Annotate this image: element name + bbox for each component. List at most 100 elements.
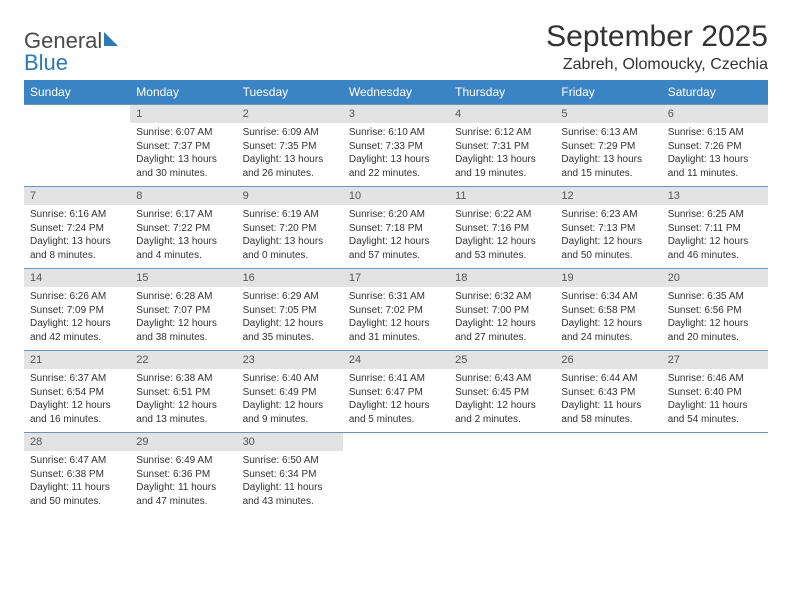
day-number: 20 [662, 269, 768, 287]
day-number: 26 [555, 351, 661, 369]
daylight-line: Daylight: 13 hours [243, 235, 337, 249]
daylight-line: and 27 minutes. [455, 331, 549, 345]
sunrise-line: Sunrise: 6:34 AM [561, 290, 655, 304]
day-number [449, 433, 555, 451]
sunrise-line: Sunrise: 6:20 AM [349, 208, 443, 222]
calendar-cell [24, 104, 130, 186]
daylight-line: and 13 minutes. [136, 413, 230, 427]
daylight-line: Daylight: 11 hours [243, 481, 337, 495]
page-title: September 2025 [546, 20, 768, 54]
day-content: Sunrise: 6:10 AMSunset: 7:33 PMDaylight:… [343, 123, 449, 186]
daylight-line: Daylight: 12 hours [30, 317, 124, 331]
day-content: Sunrise: 6:29 AMSunset: 7:05 PMDaylight:… [237, 287, 343, 350]
daylight-line: and 50 minutes. [30, 495, 124, 509]
day-content: Sunrise: 6:20 AMSunset: 7:18 PMDaylight:… [343, 205, 449, 268]
day-number: 11 [449, 187, 555, 205]
day-number: 30 [237, 433, 343, 451]
day-number: 15 [130, 269, 236, 287]
daylight-line [561, 495, 655, 509]
calendar-cell: 21Sunrise: 6:37 AMSunset: 6:54 PMDayligh… [24, 350, 130, 432]
daylight-line: and 22 minutes. [349, 167, 443, 181]
day-content: Sunrise: 6:28 AMSunset: 7:07 PMDaylight:… [130, 287, 236, 350]
sunrise-line: Sunrise: 6:19 AM [243, 208, 337, 222]
daylight-line: and 53 minutes. [455, 249, 549, 263]
sunrise-line: Sunrise: 6:23 AM [561, 208, 655, 222]
calendar-cell: 12Sunrise: 6:23 AMSunset: 7:13 PMDayligh… [555, 186, 661, 268]
day-number: 3 [343, 105, 449, 123]
daylight-line: Daylight: 12 hours [136, 317, 230, 331]
day-number: 7 [24, 187, 130, 205]
day-number: 22 [130, 351, 236, 369]
daylight-line: Daylight: 12 hours [243, 399, 337, 413]
day-number: 24 [343, 351, 449, 369]
sunset-line: Sunset: 7:33 PM [349, 140, 443, 154]
calendar-table: SundayMondayTuesdayWednesdayThursdayFrid… [24, 80, 768, 514]
day-number: 25 [449, 351, 555, 369]
sunrise-line: Sunrise: 6:16 AM [30, 208, 124, 222]
sunset-line: Sunset: 6:49 PM [243, 386, 337, 400]
daylight-line: and 0 minutes. [243, 249, 337, 263]
daylight-line: Daylight: 12 hours [243, 317, 337, 331]
sunset-line: Sunset: 7:20 PM [243, 222, 337, 236]
calendar-cell: 4Sunrise: 6:12 AMSunset: 7:31 PMDaylight… [449, 104, 555, 186]
sunset-line: Sunset: 7:16 PM [455, 222, 549, 236]
day-content: Sunrise: 6:26 AMSunset: 7:09 PMDaylight:… [24, 287, 130, 350]
day-content: Sunrise: 6:16 AMSunset: 7:24 PMDaylight:… [24, 205, 130, 268]
sunset-line: Sunset: 6:36 PM [136, 468, 230, 482]
sunrise-line: Sunrise: 6:17 AM [136, 208, 230, 222]
day-number: 16 [237, 269, 343, 287]
sunset-line: Sunset: 7:26 PM [668, 140, 762, 154]
daylight-line: Daylight: 12 hours [349, 317, 443, 331]
calendar-cell: 24Sunrise: 6:41 AMSunset: 6:47 PMDayligh… [343, 350, 449, 432]
calendar-cell [662, 432, 768, 514]
sunset-line: Sunset: 6:40 PM [668, 386, 762, 400]
sunset-line: Sunset: 7:05 PM [243, 304, 337, 318]
daylight-line [349, 481, 443, 495]
day-number [343, 433, 449, 451]
day-content: Sunrise: 6:13 AMSunset: 7:29 PMDaylight:… [555, 123, 661, 186]
sunset-line: Sunset: 6:34 PM [243, 468, 337, 482]
day-content [449, 451, 555, 514]
sunset-line: Sunset: 7:31 PM [455, 140, 549, 154]
daylight-line: and 58 minutes. [561, 413, 655, 427]
daylight-line: Daylight: 12 hours [668, 235, 762, 249]
calendar-cell [449, 432, 555, 514]
daylight-line: and 43 minutes. [243, 495, 337, 509]
sunset-line: Sunset: 7:02 PM [349, 304, 443, 318]
calendar-cell: 9Sunrise: 6:19 AMSunset: 7:20 PMDaylight… [237, 186, 343, 268]
day-content: Sunrise: 6:34 AMSunset: 6:58 PMDaylight:… [555, 287, 661, 350]
daylight-line: and 46 minutes. [668, 249, 762, 263]
sunrise-line [349, 454, 443, 468]
day-number: 10 [343, 187, 449, 205]
sunrise-line: Sunrise: 6:35 AM [668, 290, 762, 304]
header: General Blue September 2025 Zabreh, Olom… [24, 20, 768, 74]
daylight-line [561, 481, 655, 495]
weekday-header: Friday [555, 80, 661, 104]
daylight-line: and 16 minutes. [30, 413, 124, 427]
day-content: Sunrise: 6:35 AMSunset: 6:56 PMDaylight:… [662, 287, 768, 350]
sunrise-line [668, 454, 762, 468]
calendar-cell: 5Sunrise: 6:13 AMSunset: 7:29 PMDaylight… [555, 104, 661, 186]
day-content: Sunrise: 6:43 AMSunset: 6:45 PMDaylight:… [449, 369, 555, 432]
sunset-line: Sunset: 6:56 PM [668, 304, 762, 318]
daylight-line [668, 481, 762, 495]
calendar-cell: 30Sunrise: 6:50 AMSunset: 6:34 PMDayligh… [237, 432, 343, 514]
calendar-header-row: SundayMondayTuesdayWednesdayThursdayFrid… [24, 80, 768, 104]
daylight-line: and 47 minutes. [136, 495, 230, 509]
sunset-line: Sunset: 7:29 PM [561, 140, 655, 154]
calendar-cell: 26Sunrise: 6:44 AMSunset: 6:43 PMDayligh… [555, 350, 661, 432]
sunset-line [30, 140, 124, 154]
day-number: 5 [555, 105, 661, 123]
sail-icon [102, 30, 122, 52]
daylight-line: and 35 minutes. [243, 331, 337, 345]
daylight-line: Daylight: 11 hours [30, 481, 124, 495]
sunset-line [455, 468, 549, 482]
daylight-line: Daylight: 13 hours [243, 153, 337, 167]
daylight-line [455, 495, 549, 509]
daylight-line: Daylight: 13 hours [668, 153, 762, 167]
sunset-line: Sunset: 7:24 PM [30, 222, 124, 236]
calendar-week-row: 7Sunrise: 6:16 AMSunset: 7:24 PMDaylight… [24, 186, 768, 268]
daylight-line: Daylight: 13 hours [455, 153, 549, 167]
calendar-cell: 20Sunrise: 6:35 AMSunset: 6:56 PMDayligh… [662, 268, 768, 350]
calendar-cell: 3Sunrise: 6:10 AMSunset: 7:33 PMDaylight… [343, 104, 449, 186]
